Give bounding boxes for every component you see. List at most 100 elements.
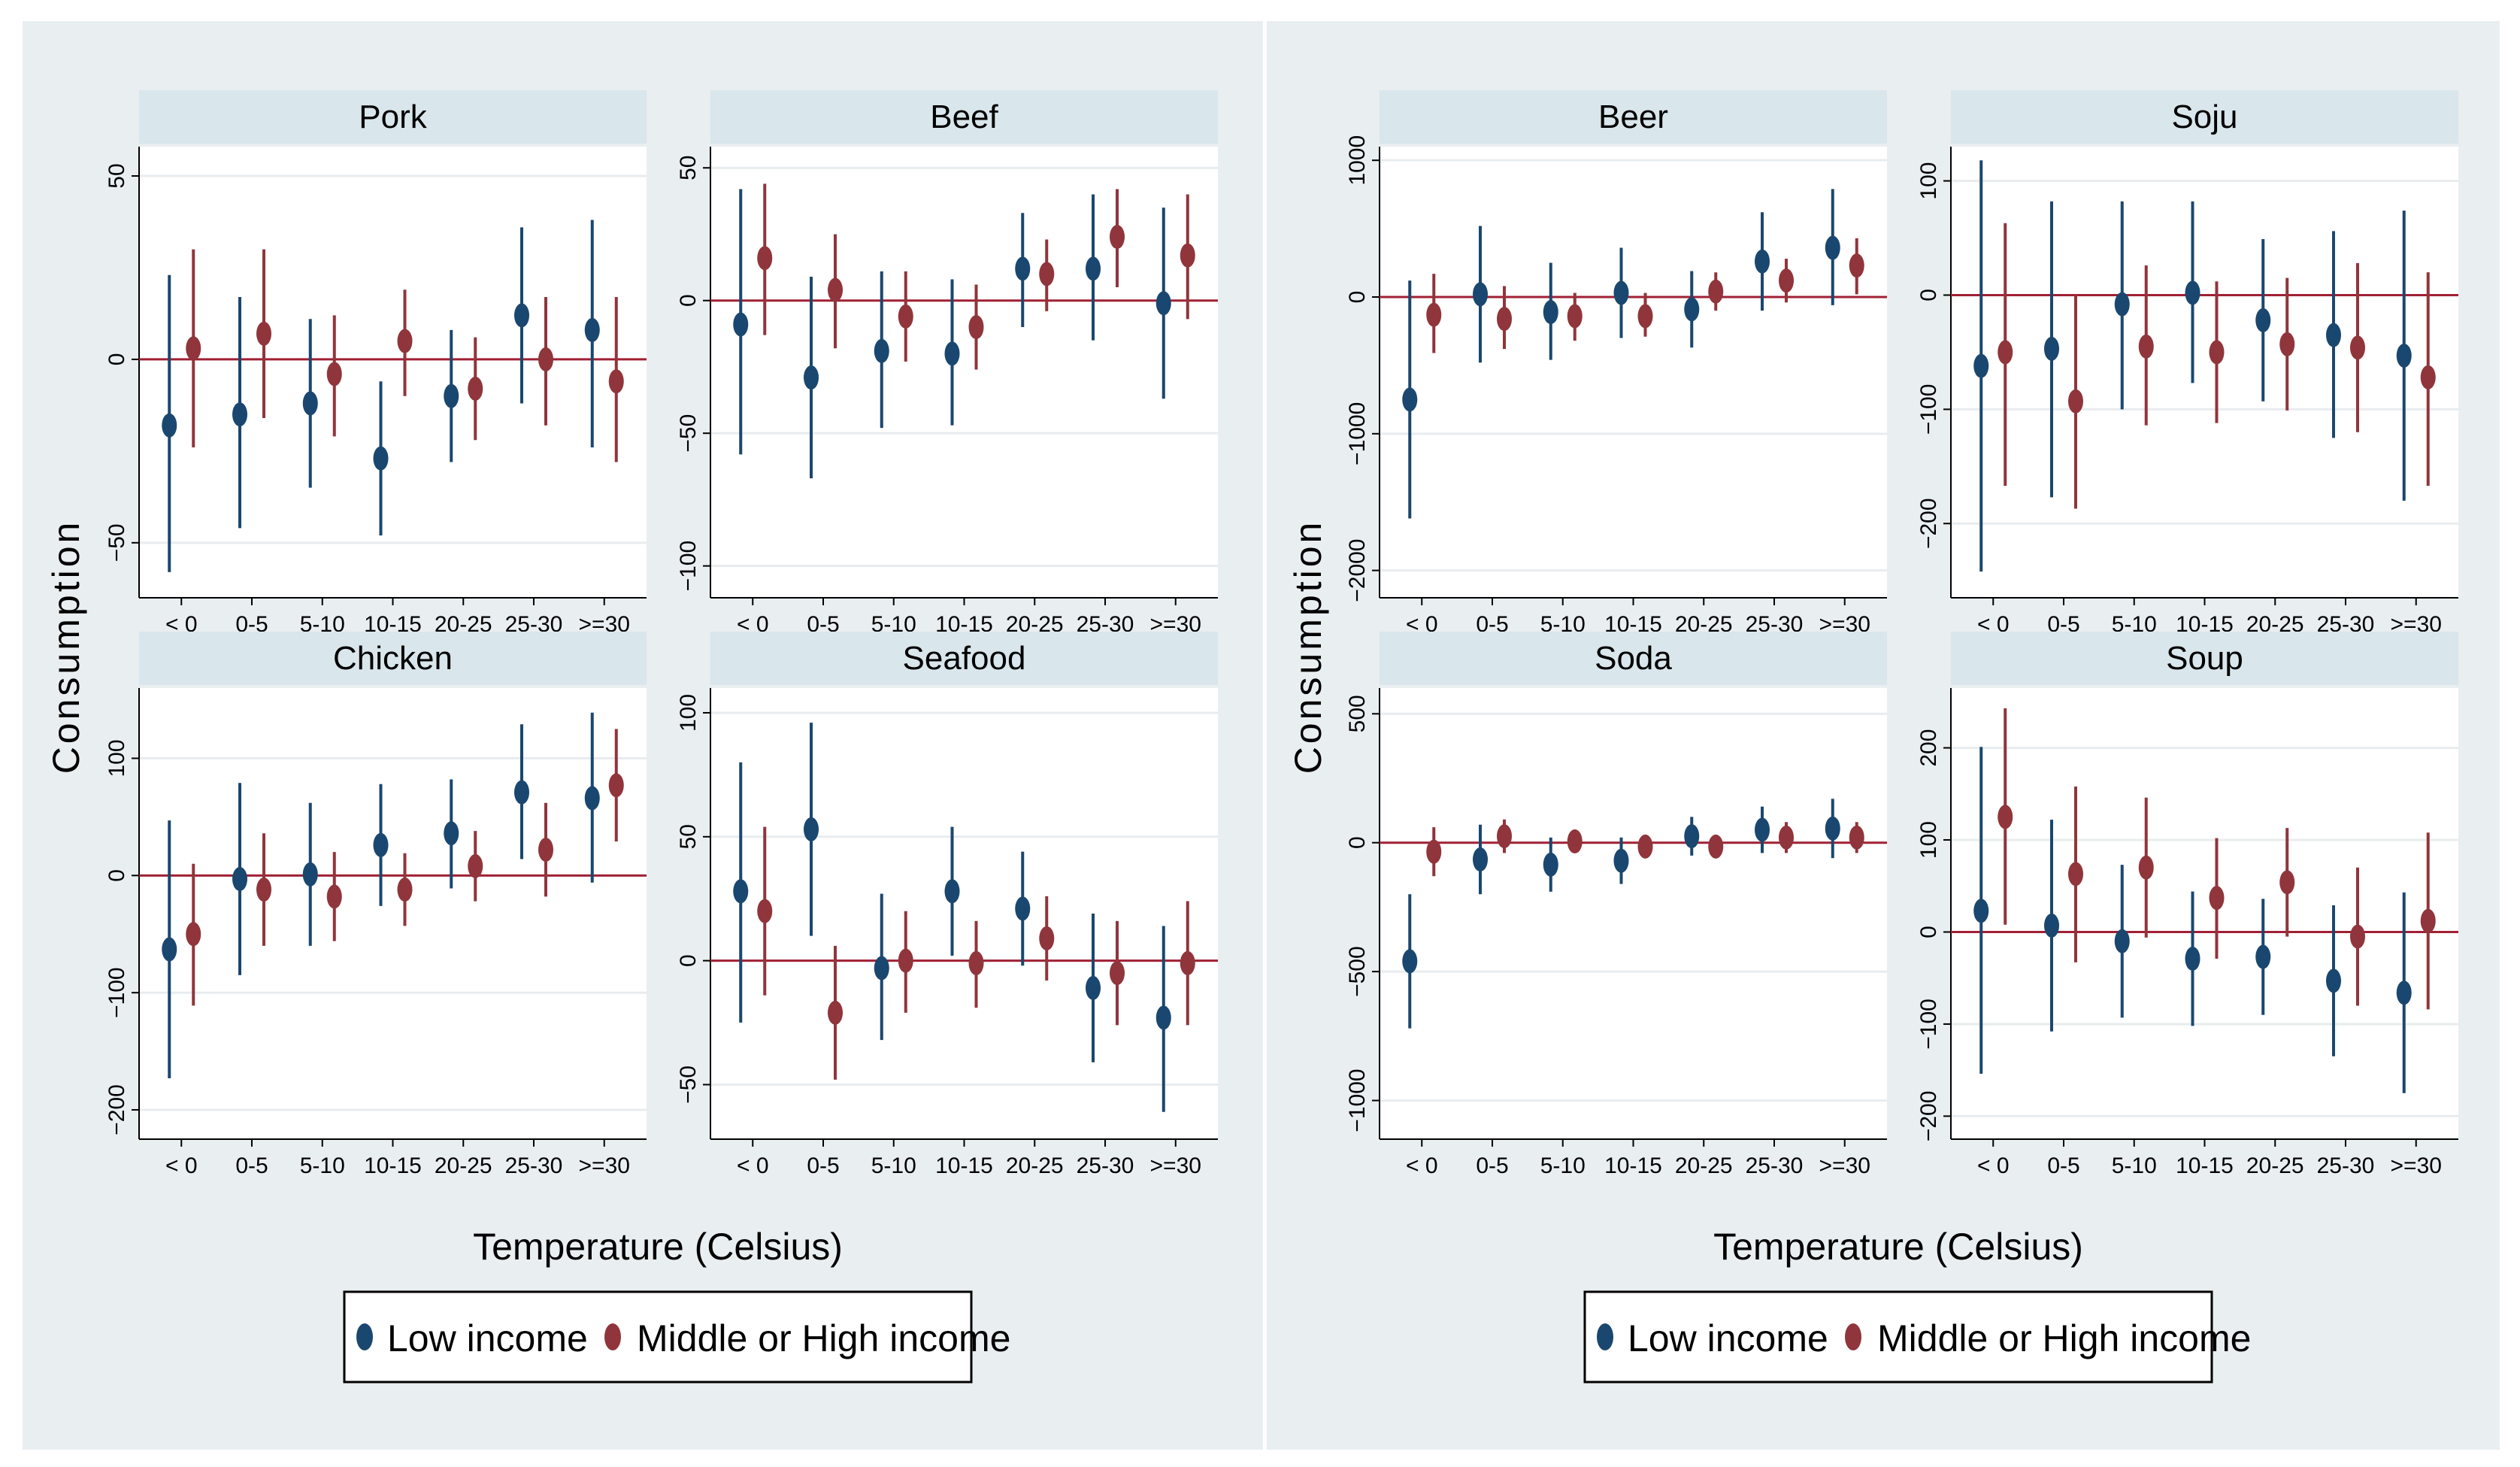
x-tick-label: >=30 <box>2391 1153 2442 1178</box>
point-low-income <box>2044 913 2059 938</box>
plot-area <box>139 147 647 598</box>
point-low-income <box>1613 280 1629 305</box>
point-low-income <box>1825 235 1840 260</box>
legend-marker-low-income <box>1597 1323 1613 1350</box>
x-tick-label: 10-15 <box>1604 1153 1662 1178</box>
y-tick-label: 0 <box>104 353 129 366</box>
legend-marker-middle-high-income <box>1845 1323 1861 1350</box>
point-low-income <box>1015 896 1031 921</box>
plot-area <box>139 688 647 1139</box>
y-tick-label: −50 <box>676 414 701 453</box>
point-middle-high-income <box>1180 243 1195 268</box>
point-middle-high-income <box>1998 340 2013 365</box>
point-low-income <box>2255 308 2271 332</box>
panel-title: Soup <box>2166 640 2243 677</box>
point-low-income <box>232 402 247 427</box>
y-tick-label: 200 <box>1916 729 1941 767</box>
y-tick-label: −100 <box>1916 999 1941 1050</box>
point-middle-high-income <box>1779 268 1794 293</box>
panel-title: Soju <box>2171 99 2237 135</box>
point-low-income <box>1755 249 1770 274</box>
y-tick-label: 100 <box>676 694 701 732</box>
panel-title-strip <box>1380 90 1887 144</box>
point-low-income <box>373 832 389 857</box>
point-middle-high-income <box>898 304 913 329</box>
x-tick-label: 10-15 <box>2176 1153 2234 1178</box>
point-middle-high-income <box>2209 340 2225 365</box>
panel-title-strip <box>1951 632 2458 685</box>
legend-marker-middle-high-income <box>604 1323 621 1350</box>
panel-title-strip <box>710 90 1218 144</box>
point-middle-high-income <box>968 315 984 339</box>
x-axis-title-left: Temperature (Celsius) <box>473 1226 843 1268</box>
x-tick-label: 0-5 <box>235 1153 268 1178</box>
point-low-income <box>232 867 247 892</box>
y-tick-label: 0 <box>1916 289 1941 302</box>
point-middle-high-income <box>898 948 913 973</box>
point-low-income <box>2396 981 2412 1005</box>
point-low-income <box>2114 929 2130 953</box>
point-middle-high-income <box>1426 302 1442 327</box>
point-low-income <box>444 821 459 846</box>
point-middle-high-income <box>1567 829 1583 853</box>
y-tick-label: 0 <box>676 954 701 967</box>
legend-label-middle-high-income: Middle or High income <box>637 1317 1010 1359</box>
point-low-income <box>584 317 600 342</box>
legend-box <box>343 1290 973 1384</box>
point-middle-high-income <box>828 1000 843 1025</box>
point-low-income <box>514 780 529 805</box>
panel-seafood: Seafood 100 50 0 −50 < 0 0-5 5-10 10-15 20-25 25-3… <box>676 632 1218 1178</box>
point-low-income <box>1543 852 1558 877</box>
point-middle-high-income <box>186 336 201 361</box>
y-tick-label: 50 <box>104 163 129 188</box>
point-low-income <box>1086 975 1101 1000</box>
x-tick-label: 5-10 <box>871 1153 916 1178</box>
point-middle-high-income <box>468 376 483 401</box>
y-axis-title-right: Consumption <box>1287 520 1329 774</box>
legend-label-middle-high-income: Middle or High income <box>1877 1317 2251 1359</box>
x-tick-label: 25-30 <box>505 1153 563 1178</box>
x-tick-label: 25-30 <box>1077 1153 1134 1178</box>
x-tick-label: 20-25 <box>1006 1153 1064 1178</box>
point-low-income <box>1755 817 1770 842</box>
point-low-income <box>2326 323 2341 347</box>
plot-area <box>710 147 1218 598</box>
x-tick-label: 0-5 <box>2047 1153 2079 1178</box>
legend-marker-low-income <box>356 1323 373 1350</box>
point-low-income <box>1402 387 1418 412</box>
legend-label-low-income: Low income <box>1628 1317 1828 1359</box>
point-low-income <box>1613 848 1629 873</box>
y-tick-label: −200 <box>104 1084 129 1135</box>
plot-area <box>1380 147 1887 598</box>
x-tick-label: 20-25 <box>435 1153 492 1178</box>
point-middle-high-income <box>1497 824 1512 849</box>
point-middle-high-income <box>326 362 342 386</box>
point-low-income <box>1825 816 1840 841</box>
point-middle-high-income <box>1708 834 1724 859</box>
point-middle-high-income <box>397 329 413 353</box>
point-middle-high-income <box>468 853 483 878</box>
x-tick-label: < 0 <box>165 1153 198 1178</box>
point-low-income <box>874 956 889 981</box>
legend-right: Low income Middle or High income <box>1583 1290 2251 1384</box>
x-axis-title-right: Temperature (Celsius) <box>1713 1226 2083 1268</box>
point-middle-high-income <box>1567 304 1583 329</box>
point-low-income <box>733 879 749 904</box>
point-middle-high-income <box>1180 950 1195 975</box>
x-tick-label: >=30 <box>579 1153 630 1178</box>
point-middle-high-income <box>2420 365 2436 389</box>
point-middle-high-income <box>2350 335 2365 360</box>
y-tick-label: −50 <box>676 1065 701 1104</box>
point-low-income <box>162 413 177 438</box>
panel-title: Beer <box>1598 99 1668 135</box>
point-middle-high-income <box>1110 225 1125 249</box>
x-tick-label: 25-30 <box>1746 1153 1804 1178</box>
point-middle-high-income <box>1779 825 1794 850</box>
panel-title: Seafood <box>903 640 1026 677</box>
point-low-income <box>733 312 749 337</box>
plot-area <box>710 688 1218 1139</box>
point-low-income <box>874 338 889 363</box>
y-tick-label: 500 <box>1345 695 1370 732</box>
y-tick-label: 0 <box>676 294 701 307</box>
point-middle-high-income <box>2279 332 2295 356</box>
